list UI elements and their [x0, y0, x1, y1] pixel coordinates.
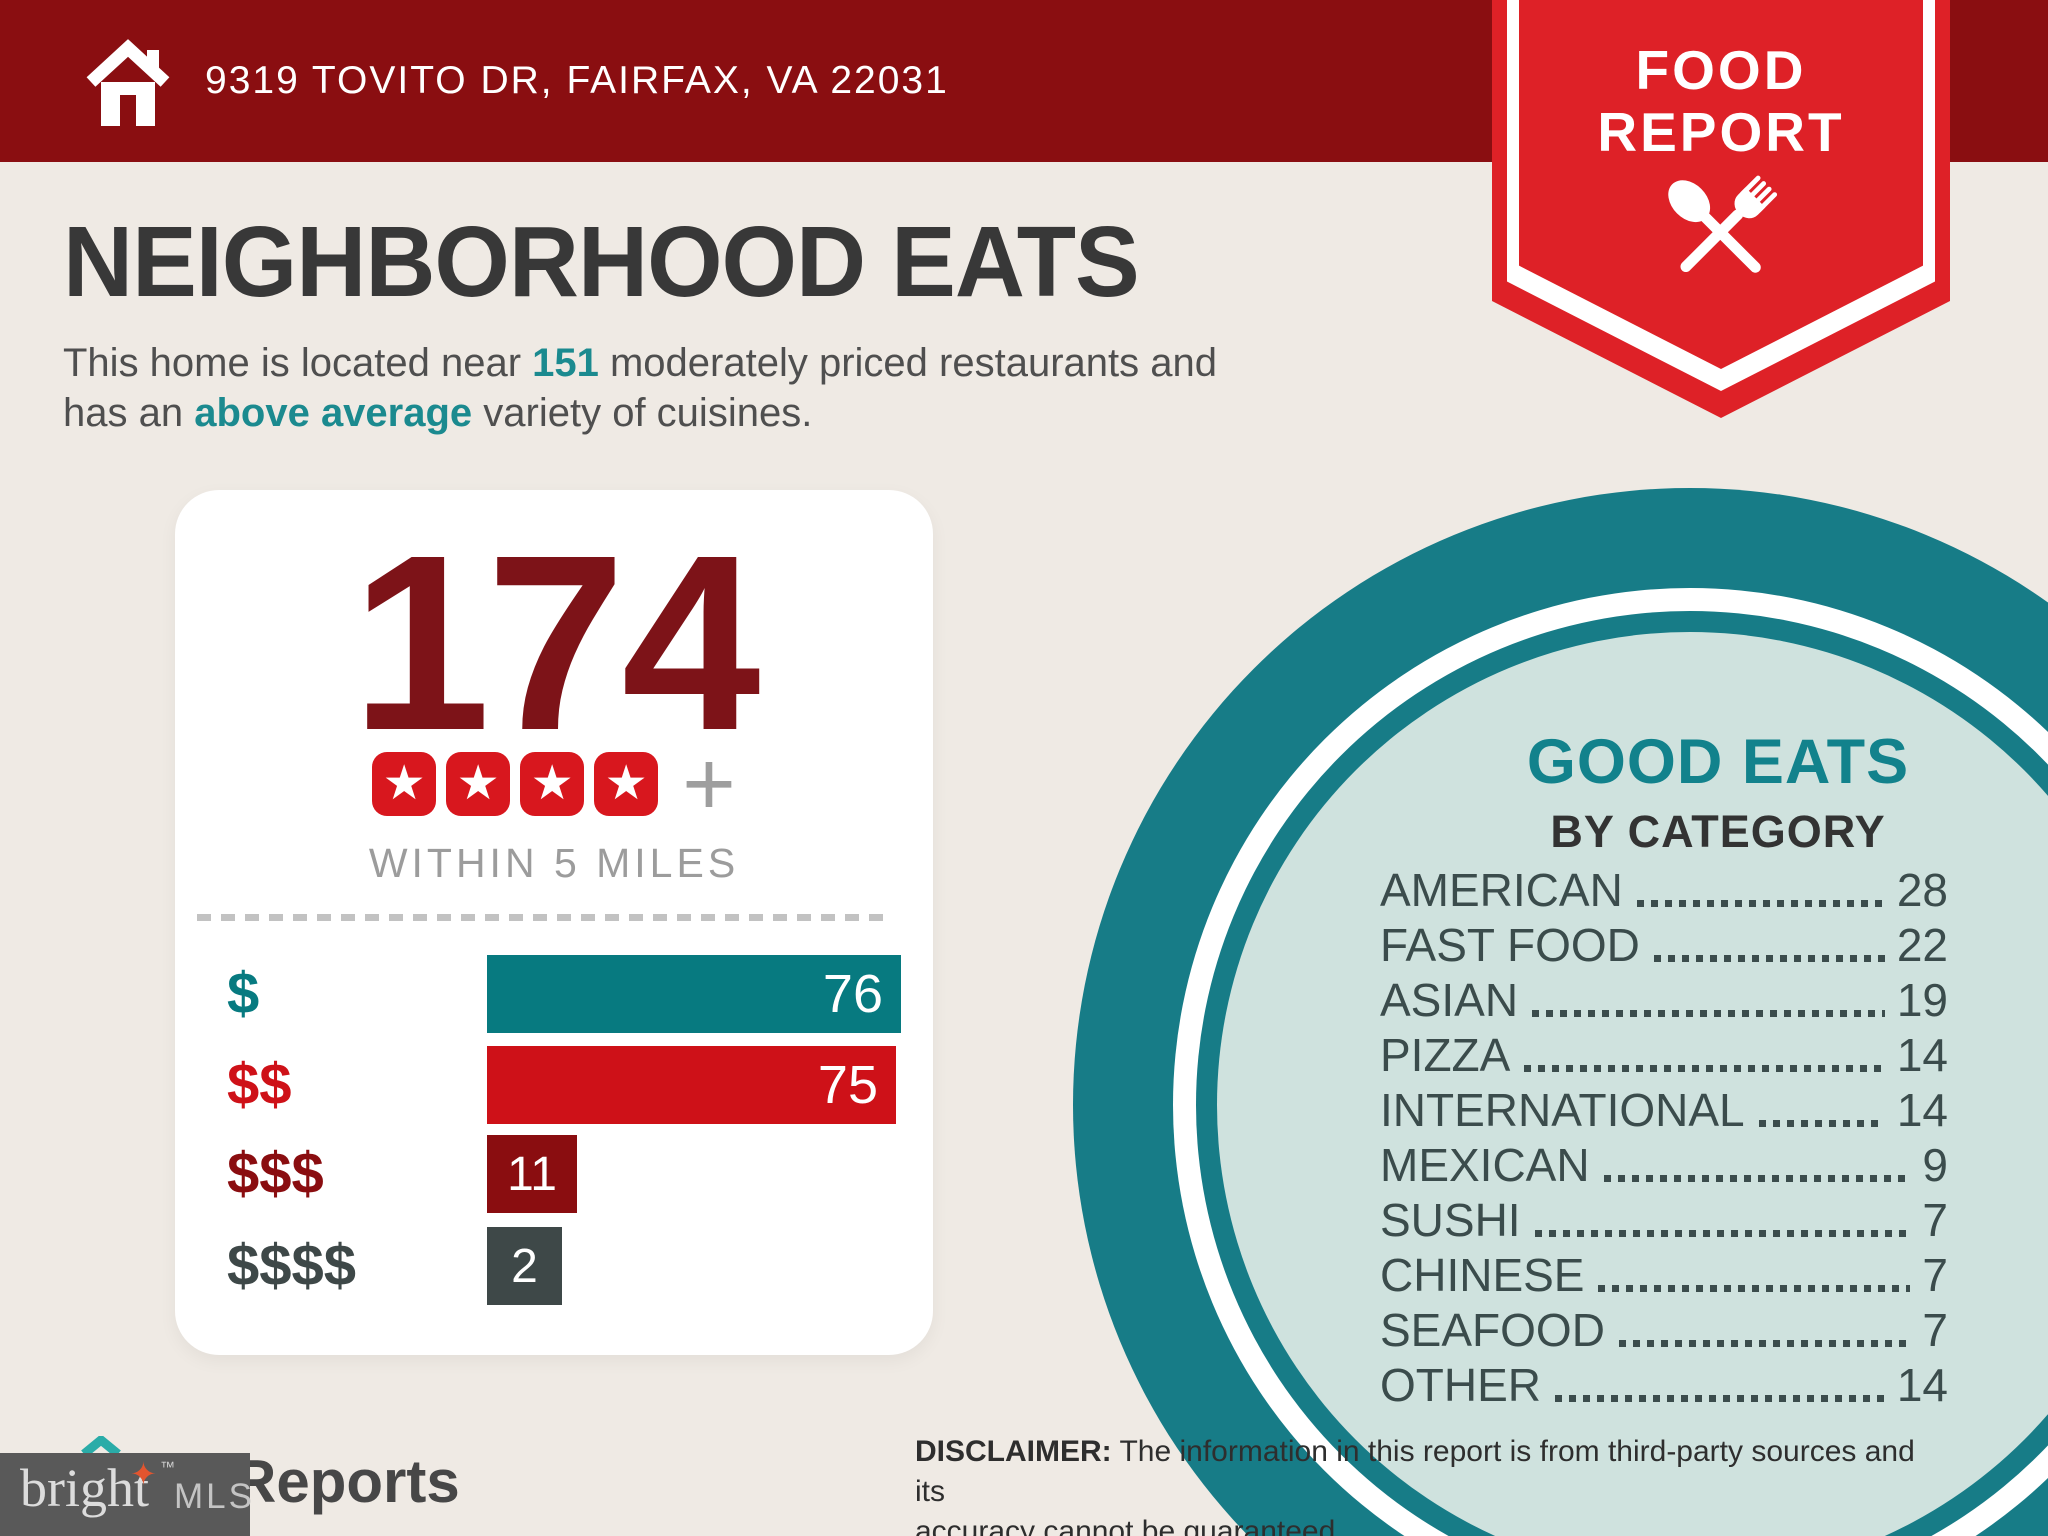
- dotted-leader: [1653, 955, 1885, 962]
- good-eats-title: GOOD EATS: [1526, 727, 1910, 797]
- rating-star-icon: ★: [446, 752, 511, 816]
- ribbon-title-line2: REPORT: [1597, 101, 1845, 163]
- dotted-leader: [1636, 900, 1885, 907]
- price-level-label: $$: [227, 1052, 292, 1117]
- intro-text: This home is located near 151 moderately…: [63, 338, 1217, 438]
- category-label: INTERNATIONAL: [1380, 1084, 1745, 1136]
- category-row: OTHER 14: [1380, 1357, 1948, 1412]
- price-bar: 11: [487, 1135, 577, 1213]
- category-count: 19: [1896, 974, 1948, 1026]
- category-count: 14: [1896, 1084, 1948, 1136]
- category-label: CHINESE: [1380, 1249, 1585, 1301]
- intro-line1-pre: This home is located near: [63, 341, 533, 385]
- category-row: ASIAN 19: [1380, 972, 1948, 1027]
- dotted-leader: [1618, 1340, 1911, 1347]
- rating-star-icon: ★: [372, 752, 437, 816]
- rating-star-icon: ★: [520, 752, 585, 816]
- category-list: AMERICAN 28 FAST FOOD 22 ASIAN 19 PIZZA 14 INTER…: [1380, 862, 1948, 1412]
- category-row: PIZZA 14: [1380, 1027, 1948, 1082]
- page-title: NEIGHBORHOOD EATS: [63, 206, 1140, 318]
- good-eats-subtitle: BY CATEGORY: [1550, 806, 1886, 857]
- mls-logo-text: MLS: [174, 1477, 255, 1516]
- star-rating: ★ ★ ★ ★ +: [175, 733, 933, 835]
- dotted-leader: [1534, 1230, 1911, 1237]
- category-label: PIZZA: [1380, 1029, 1511, 1081]
- price-level-label: $$$: [227, 1141, 324, 1206]
- restaurant-count: 151: [532, 341, 599, 385]
- dotted-leader: [1598, 1285, 1911, 1292]
- plus-icon: +: [682, 733, 736, 835]
- price-bar-value: 2: [511, 1239, 538, 1293]
- ribbon-title-line1: FOOD: [1635, 39, 1807, 101]
- price-bar: 2: [487, 1227, 562, 1305]
- category-label: ASIAN: [1380, 974, 1519, 1026]
- good-eats-header: GOOD EATS BY CATEGORY: [1380, 726, 2048, 858]
- crossed-spoon-fork-icon: [1668, 175, 1778, 273]
- category-count: 28: [1896, 864, 1948, 916]
- price-bar: 75: [487, 1046, 896, 1124]
- category-count: 22: [1896, 919, 1948, 971]
- intro-line2-post: variety of cuisines.: [472, 391, 813, 435]
- price-level-label: $: [227, 961, 260, 1026]
- variety-accent: above average: [194, 391, 473, 435]
- category-row: SEAFOOD 7: [1380, 1302, 1948, 1357]
- dashed-divider: [197, 914, 885, 921]
- category-row: FAST FOOD 22: [1380, 917, 1948, 972]
- trademark-symbol: ™: [160, 1459, 175, 1476]
- category-label: FAST FOOD: [1380, 919, 1640, 971]
- dotted-leader: [1524, 1065, 1885, 1072]
- dotted-leader: [1555, 1395, 1885, 1402]
- category-label: MEXICAN: [1380, 1139, 1590, 1191]
- category-label: OTHER: [1380, 1359, 1541, 1411]
- price-bar-value: 75: [817, 1055, 878, 1115]
- disclaimer-text: DISCLAIMER: The information in this repo…: [915, 1432, 1935, 1536]
- price-bar-value: 11: [507, 1147, 557, 1201]
- category-row: CHINESE 7: [1380, 1247, 1948, 1302]
- category-count: 14: [1896, 1359, 1948, 1411]
- category-label: SUSHI: [1380, 1194, 1521, 1246]
- category-row: MEXICAN 9: [1380, 1137, 1948, 1192]
- price-bar: 76: [487, 955, 901, 1033]
- reports-logo-text: Reports: [233, 1448, 460, 1515]
- price-bar-value: 76: [822, 964, 883, 1024]
- rating-star-icon: ★: [594, 752, 659, 816]
- restaurant-stats-card: 174 ★ ★ ★ ★ + WITHIN 5 MILES $76 $$ 75 $$$ 11 $$$…: [175, 490, 933, 1355]
- category-row: INTERNATIONAL 14: [1380, 1082, 1948, 1137]
- dotted-leader: [1603, 1175, 1911, 1182]
- sparkle-star-icon: ✦: [130, 1456, 157, 1492]
- category-label: SEAFOOD: [1380, 1304, 1605, 1356]
- radius-label: WITHIN 5 MILES: [368, 840, 740, 886]
- disclaimer-label: DISCLAIMER:: [915, 1435, 1112, 1468]
- intro-line1-post: moderately priced restaurants and: [598, 341, 1217, 385]
- dotted-leader: [1758, 1120, 1885, 1127]
- disclaimer-line1: The information in this report is from t…: [915, 1435, 1915, 1508]
- category-count: 7: [1922, 1249, 1948, 1301]
- disclaimer-line2: accuracy cannot be guaranteed.: [915, 1515, 1344, 1536]
- total-restaurants: 174: [351, 503, 760, 782]
- category-count: 7: [1922, 1304, 1948, 1356]
- bright-logo-text: bright: [20, 1458, 149, 1518]
- good-eats-circle-fill: [1217, 632, 2048, 1536]
- category-count: 9: [1922, 1139, 1948, 1191]
- dotted-leader: [1532, 1010, 1885, 1017]
- category-row: AMERICAN 28: [1380, 862, 1948, 917]
- category-label: AMERICAN: [1380, 864, 1623, 916]
- category-count: 14: [1896, 1029, 1948, 1081]
- property-address: 9319 TOVITO DR, FAIRFAX, VA 22031: [205, 59, 949, 102]
- bright-mls-logo: bright ✦ ™ MLS: [0, 1453, 252, 1536]
- reports-house-roof-icon: [81, 1436, 121, 1456]
- food-report-ribbon: FOOD REPORT: [1492, 0, 1950, 418]
- home-icon: [86, 39, 170, 126]
- price-level-label: $$$$: [227, 1233, 357, 1298]
- category-row: SUSHI 7: [1380, 1192, 1948, 1247]
- intro-line2-pre: has an: [63, 391, 195, 435]
- category-count: 7: [1922, 1194, 1948, 1246]
